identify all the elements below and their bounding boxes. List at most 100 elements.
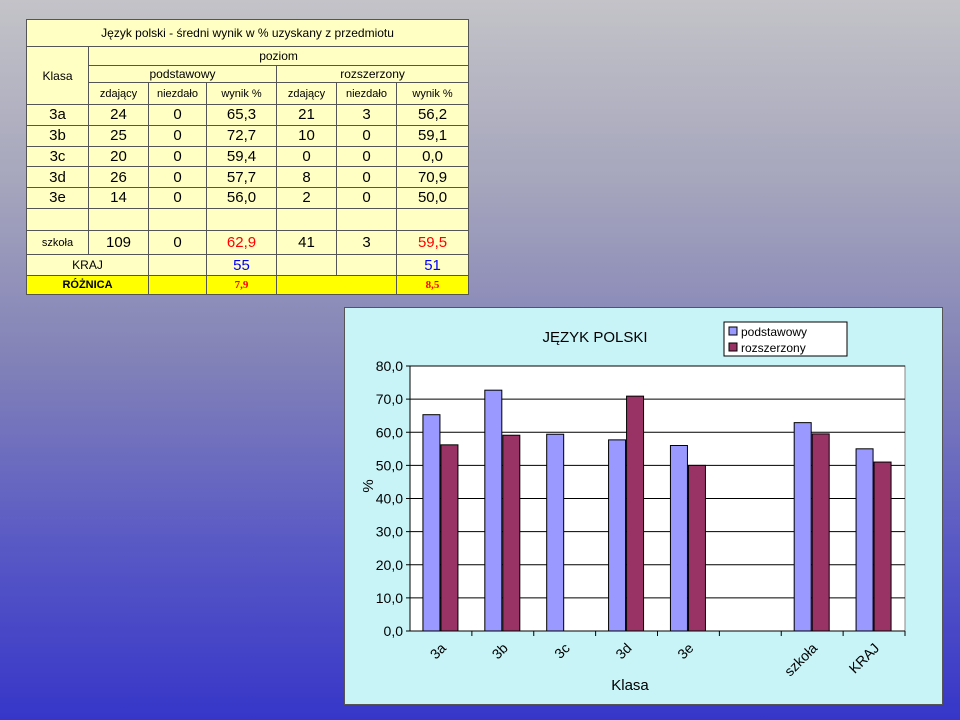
kraj-rozsz: 51 [395, 254, 470, 277]
col-header: wynik % [395, 82, 470, 106]
bar-podstawowy [669, 445, 688, 632]
x-axis-label: Klasa [611, 677, 649, 694]
col-header: niezdało [336, 82, 397, 106]
legend-swatch [728, 326, 738, 336]
cell: 72,7 [206, 124, 277, 147]
cell: 8 [276, 166, 337, 189]
x-tick-label: 3d [612, 640, 634, 662]
bar-podstawowy [608, 439, 627, 632]
cell: 41 [276, 229, 337, 256]
poziom-header: poziom [87, 45, 470, 66]
cell: 24 [88, 104, 149, 126]
bar-podstawowy [484, 389, 503, 632]
bar-podstawowy [793, 422, 812, 632]
cell: 59,4 [206, 145, 277, 168]
chart-title: JĘZYK POLSKI [542, 329, 647, 346]
y-tick-label: 30,0 [376, 524, 403, 540]
cell: 3 [336, 104, 397, 126]
y-tick-label: 60,0 [376, 424, 403, 440]
table-row: 3b 25 0 72,7 10 0 59,1 [26, 124, 470, 147]
y-tick-label: 10,0 [376, 590, 403, 606]
cell: 56,0 [206, 187, 277, 209]
table-title: Język polski - średni wynik w % uzyskany… [25, 19, 470, 47]
roznica-label: RÓŻNICA [26, 275, 149, 295]
y-tick-label: 20,0 [376, 557, 403, 573]
table-row: 3d 26 0 57,7 8 0 70,9 [26, 166, 470, 189]
cell: 109 [88, 229, 149, 256]
cell: 62,9 [206, 229, 277, 256]
szkola-label: szkoła [26, 229, 89, 256]
legend-box [723, 321, 848, 357]
class-name: 3c [26, 145, 89, 168]
cell: 3 [336, 229, 397, 256]
x-tick-label: szkoła [781, 640, 821, 680]
bar-podstawowy [855, 448, 874, 632]
class-name: 3b [26, 124, 89, 147]
level-header-podstawowy: podstawowy [88, 64, 277, 84]
cell: 65,3 [206, 104, 277, 126]
y-tick-label: 70,0 [376, 391, 403, 407]
cell: 0 [336, 166, 397, 189]
klasa-header: Klasa [26, 45, 89, 106]
results-table: Język polski - średni wynik w % uzyskany… [25, 19, 470, 295]
y-tick-label: 50,0 [376, 457, 403, 473]
cell: 26 [88, 166, 149, 189]
chart-area: 0,0 10,0 20,0 30,0 40,0 50,0 60,0 70,0 80,0 3a 3b 3… [344, 307, 943, 705]
cell: 10 [276, 124, 337, 147]
roznica-podst: 7,9 [206, 275, 277, 295]
class-name: 3d [26, 166, 89, 189]
y-tick-label: 80,0 [376, 358, 403, 374]
cell: 0 [148, 229, 207, 256]
table-row: 3a 24 0 65,3 21 3 56,2 [26, 104, 470, 126]
cell: 0 [148, 124, 207, 147]
legend-label: podstawowy [741, 325, 807, 339]
roznica-row: RÓŻNICA 7,9 8,5 [26, 275, 470, 295]
class-name: 3e [26, 187, 89, 209]
level-header-rozszerzony: rozszerzony [275, 64, 470, 84]
kraj-label: KRAJ [26, 254, 149, 277]
bar-rozszerzony [626, 395, 645, 632]
x-tick-label: KRAJ [846, 640, 883, 677]
cell: 0 [276, 145, 337, 168]
table-row: 3e 14 0 56,0 2 0 50,0 [26, 187, 470, 209]
cell: 0 [148, 145, 207, 168]
cell: 0 [148, 104, 207, 126]
cell: 50,0 [395, 187, 470, 209]
x-tick-label: 3a [427, 640, 449, 662]
bar-podstawowy [546, 433, 565, 632]
x-tick-label: 3b [489, 640, 511, 662]
col-header: wynik % [206, 82, 277, 106]
bar-podstawowy [422, 414, 441, 632]
szkola-row: szkoła 109 0 62,9 41 3 59,5 [26, 229, 470, 256]
cell: 20 [88, 145, 149, 168]
cell: 0 [336, 145, 397, 168]
cell: 21 [276, 104, 337, 126]
cell: 2 [276, 187, 337, 209]
empty-row [26, 207, 470, 231]
x-tick-label: 3e [674, 640, 696, 662]
cell: 57,7 [206, 166, 277, 189]
kraj-row: KRAJ 55 51 [26, 254, 470, 277]
col-header: zdający [88, 82, 149, 106]
legend-swatch [728, 342, 738, 352]
cell: 59,1 [395, 124, 470, 147]
kraj-podst: 55 [206, 254, 277, 277]
x-tick-label: 3c [551, 640, 573, 662]
cell: 14 [88, 187, 149, 209]
cell: 56,2 [395, 104, 470, 126]
cell: 59,5 [395, 229, 470, 256]
bar-chart: 0,0 10,0 20,0 30,0 40,0 50,0 60,0 70,0 80,0 3a 3b 3… [360, 321, 906, 694]
cell: 0 [148, 187, 207, 209]
class-name: 3a [26, 104, 89, 126]
bar-rozszerzony [811, 433, 830, 632]
cell: 25 [88, 124, 149, 147]
col-header: zdający [276, 82, 337, 106]
y-tick-label: 40,0 [376, 491, 403, 507]
y-tick-label: 0,0 [384, 623, 404, 639]
cell: 70,9 [395, 166, 470, 189]
bar-rozszerzony [687, 464, 706, 632]
cell: 0 [336, 187, 397, 209]
cell: 0 [336, 124, 397, 147]
legend-label: rozszerzony [741, 341, 806, 355]
roznica-rozsz: 8,5 [395, 275, 470, 295]
